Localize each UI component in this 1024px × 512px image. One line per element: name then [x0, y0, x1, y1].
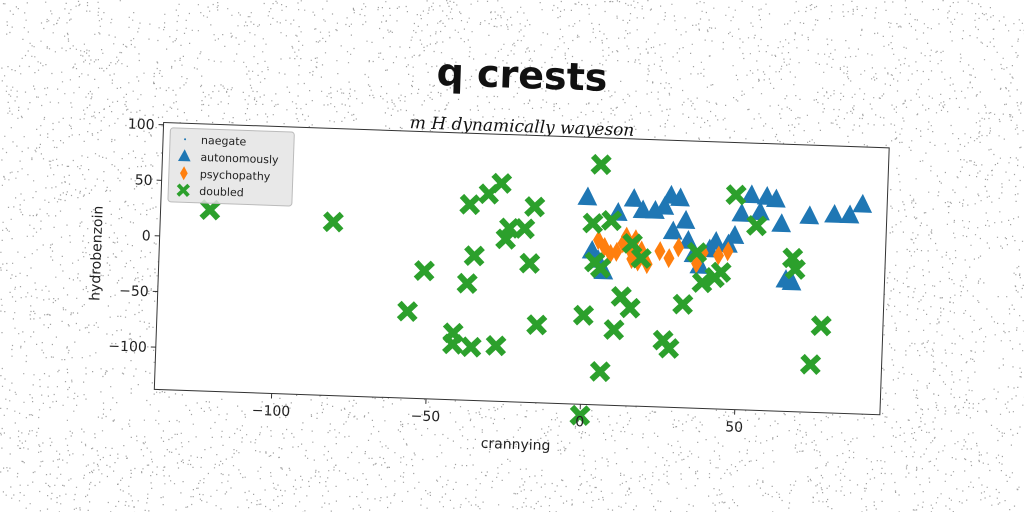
y-tick-label: −100 — [108, 338, 147, 355]
data-point-doubled-1 — [322, 211, 344, 233]
data-point-doubled-27 — [603, 319, 625, 341]
data-point-doubled-16 — [519, 252, 541, 274]
data-point-doubled-2 — [396, 300, 419, 322]
data-point-psychopathy-18 — [722, 241, 734, 262]
legend-marker-psychopathy — [180, 166, 188, 181]
data-point-autonomously-27 — [781, 271, 802, 291]
data-point-autonomously-5 — [623, 188, 644, 208]
data-point-autonomously-28 — [799, 205, 820, 225]
legend-label-psychopathy: psychopathy — [200, 168, 271, 183]
legend-marker-autonomously — [177, 149, 191, 162]
data-point-autonomously-30 — [839, 204, 860, 224]
data-point-doubled-33 — [658, 337, 680, 359]
data-point-doubled-5 — [442, 333, 464, 355]
data-point-doubled-25 — [589, 360, 611, 383]
data-point-doubled-42 — [784, 258, 806, 280]
data-point-autonomously-11 — [675, 209, 696, 229]
legend-label-doubled: doubled — [199, 185, 244, 200]
legend-marker-doubled — [176, 183, 191, 198]
data-point-doubled-36 — [691, 272, 713, 294]
data-point-doubled-35 — [686, 241, 708, 264]
data-point-doubled-24 — [590, 257, 612, 279]
data-point-psychopathy-0 — [592, 230, 604, 251]
data-point-doubled-0 — [199, 199, 221, 221]
data-point-autonomously-12 — [662, 220, 683, 240]
legend-label-naegate: naegate — [201, 134, 247, 149]
y-tick-label: 50 — [134, 172, 152, 189]
data-point-doubled-21 — [582, 212, 604, 234]
data-point-doubled-14 — [498, 217, 520, 239]
data-point-psychopathy-13 — [663, 248, 675, 269]
y-tick-label: 100 — [128, 117, 155, 134]
data-point-doubled-34 — [672, 293, 694, 315]
chart-title: q crests — [436, 50, 608, 100]
data-point-doubled-20 — [569, 404, 591, 426]
data-point-autonomously-20 — [731, 202, 752, 222]
x-axis-label: crannying — [480, 436, 550, 454]
plot-area: −100 −50 0 50 100 50 0 −50 −100 crannying hydrob… — [87, 117, 890, 454]
legend-marker-naegate — [184, 138, 187, 141]
data-point-doubled-43 — [799, 353, 822, 376]
x-tick-label: 50 — [725, 419, 743, 436]
data-point-autonomously-25 — [771, 213, 792, 233]
data-point-autonomously-0 — [577, 186, 598, 206]
legend-box — [167, 127, 295, 207]
data-point-doubled-18 — [526, 314, 548, 336]
data-point-doubled-7 — [456, 272, 478, 295]
data-point-doubled-11 — [490, 172, 513, 194]
data-point-doubled-12 — [485, 335, 507, 357]
data-point-doubled-44 — [810, 315, 832, 337]
data-point-psychopathy-3 — [611, 241, 623, 262]
data-point-autonomously-8 — [654, 195, 675, 215]
data-point-doubled-6 — [459, 193, 481, 216]
data-point-doubled-40 — [746, 215, 768, 237]
data-point-doubled-8 — [463, 245, 485, 267]
data-point-doubled-29 — [621, 232, 643, 255]
data-point-doubled-38 — [710, 261, 732, 283]
data-point-doubled-23 — [590, 153, 612, 176]
data-point-autonomously-10 — [670, 187, 690, 207]
data-point-psychopathy-12 — [654, 241, 666, 262]
data-point-autonomously-6 — [632, 199, 653, 219]
data-point-psychopathy-1 — [598, 237, 610, 258]
y-axis-label: hydrobenzoin — [87, 205, 106, 301]
data-point-doubled-39 — [725, 184, 747, 206]
data-point-doubled-17 — [524, 196, 546, 218]
data-point-doubled-31 — [630, 247, 652, 269]
data-point-doubled-9 — [460, 336, 482, 358]
data-marks — [199, 153, 873, 426]
x-tick-label: 0 — [575, 414, 584, 430]
x-tick-label: −50 — [410, 408, 440, 425]
data-point-autonomously-22 — [750, 201, 770, 221]
data-point-psychopathy-14 — [673, 237, 685, 258]
y-tick-label: −50 — [119, 283, 149, 300]
data-point-autonomously-17 — [705, 231, 726, 251]
data-point-autonomously-19 — [724, 224, 745, 245]
data-point-autonomously-24 — [765, 188, 786, 208]
data-point-psychopathy-17 — [713, 245, 724, 266]
data-point-autonomously-29 — [824, 203, 844, 224]
axis-ticks: −100 −50 0 50 100 50 0 −50 −100 — [108, 117, 743, 436]
y-tick-label: 0 — [141, 228, 150, 244]
x-tick-label: −100 — [252, 403, 291, 420]
data-point-doubled-15 — [514, 218, 536, 240]
data-point-autonomously-21 — [741, 184, 762, 204]
data-point-doubled-26 — [600, 209, 623, 232]
legend-label-autonomously: autonomously — [200, 151, 279, 167]
data-point-doubled-3 — [413, 260, 435, 282]
data-point-doubled-30 — [619, 297, 641, 319]
data-point-doubled-19 — [572, 304, 595, 326]
data-point-autonomously-31 — [852, 193, 873, 213]
